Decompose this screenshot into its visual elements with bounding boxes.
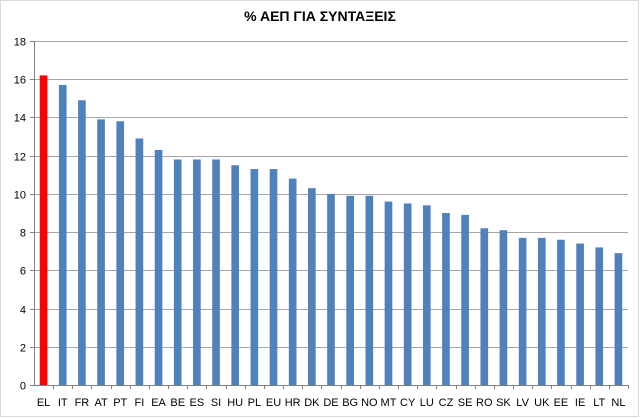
x-tick-label-pl: PL bbox=[248, 397, 261, 409]
y-tick-label-0: 0 bbox=[20, 381, 26, 393]
bar-it bbox=[58, 84, 67, 385]
x-tick-label-fr: FR bbox=[75, 397, 90, 409]
bar-es bbox=[193, 159, 201, 385]
x-tick-label-it: IT bbox=[58, 397, 68, 409]
x-tick-label-el: EL bbox=[37, 397, 50, 409]
bar-lt bbox=[595, 247, 604, 385]
x-tick-label-hr: HR bbox=[285, 397, 301, 409]
y-tick-label-14: 14 bbox=[14, 113, 26, 125]
x-tick-label-ie: IE bbox=[575, 397, 585, 409]
bar-mt bbox=[384, 201, 393, 385]
bar-nl bbox=[614, 253, 623, 385]
bar-ie bbox=[576, 243, 584, 385]
bar-eu bbox=[269, 169, 278, 385]
bar-lv bbox=[518, 237, 527, 385]
bar-at bbox=[97, 119, 105, 385]
x-tick-label-lt: LT bbox=[593, 397, 605, 409]
bar-ro bbox=[480, 228, 489, 385]
x-tick-label-be: BE bbox=[170, 397, 185, 409]
bar-de bbox=[327, 193, 335, 385]
x-tick-label-de: DE bbox=[323, 397, 338, 409]
bar-bg bbox=[346, 195, 354, 385]
x-tick-label-es: ES bbox=[190, 397, 205, 409]
x-tick-label-lv: LV bbox=[516, 397, 529, 409]
x-tick-label-se: SE bbox=[458, 397, 473, 409]
x-tick-label-lu: LU bbox=[420, 397, 434, 409]
x-tick-label-at: AT bbox=[94, 397, 108, 409]
y-tick-label-8: 8 bbox=[20, 228, 26, 240]
bar-se bbox=[461, 214, 469, 385]
bar-sk bbox=[499, 230, 508, 385]
bar-hr bbox=[288, 178, 297, 385]
bar-be bbox=[173, 159, 182, 385]
bar-no bbox=[365, 195, 374, 385]
x-tick-label-mt: MT bbox=[381, 397, 397, 409]
x-tick-label-fi: FI bbox=[134, 397, 144, 409]
x-tick-label-pt: PT bbox=[113, 397, 127, 409]
y-tick-label-12: 12 bbox=[14, 152, 26, 164]
x-tick-label-no: NO bbox=[361, 397, 378, 409]
y-tick-label-2: 2 bbox=[20, 343, 26, 355]
x-tick-label-si: SI bbox=[211, 397, 221, 409]
bar-fi bbox=[135, 138, 144, 385]
bar-hu bbox=[231, 165, 240, 385]
x-tick-label-ro: RO bbox=[476, 397, 493, 409]
bar-pt bbox=[116, 121, 125, 386]
y-tick-label-6: 6 bbox=[20, 266, 26, 278]
x-tick-label-uk: UK bbox=[534, 397, 550, 409]
bar-cz bbox=[442, 213, 450, 385]
bar-ea bbox=[154, 149, 163, 385]
y-tick-label-4: 4 bbox=[20, 305, 26, 317]
bar-el bbox=[39, 75, 48, 386]
x-tick-label-sk: SK bbox=[496, 397, 511, 409]
x-tick-label-eu: EU bbox=[266, 397, 281, 409]
y-tick-label-16: 16 bbox=[14, 75, 26, 87]
x-tick-label-cy: CY bbox=[400, 397, 416, 409]
x-tick-label-hu: HU bbox=[227, 397, 243, 409]
y-tick-label-18: 18 bbox=[14, 37, 26, 49]
bar-fr bbox=[78, 100, 86, 385]
bar-lu bbox=[422, 205, 431, 385]
bar-si bbox=[212, 159, 220, 385]
bar-pl bbox=[250, 169, 259, 385]
bar-uk bbox=[537, 237, 546, 385]
x-tick-label-nl: NL bbox=[611, 397, 625, 409]
x-tick-label-ee: EE bbox=[554, 397, 569, 409]
x-tick-label-ea: EA bbox=[151, 397, 166, 409]
bar-ee bbox=[557, 239, 565, 385]
y-tick-label-10: 10 bbox=[14, 190, 26, 202]
bar-dk bbox=[308, 188, 316, 385]
x-tick-label-dk: DK bbox=[304, 397, 320, 409]
bar-cy bbox=[403, 203, 412, 385]
x-tick-label-cz: CZ bbox=[439, 397, 454, 409]
chart-title: % ΑΕΠ ΓΙΑ ΣΥΝΤΑΞΕΙΣ bbox=[244, 8, 396, 24]
x-tick-label-bg: BG bbox=[342, 397, 358, 409]
